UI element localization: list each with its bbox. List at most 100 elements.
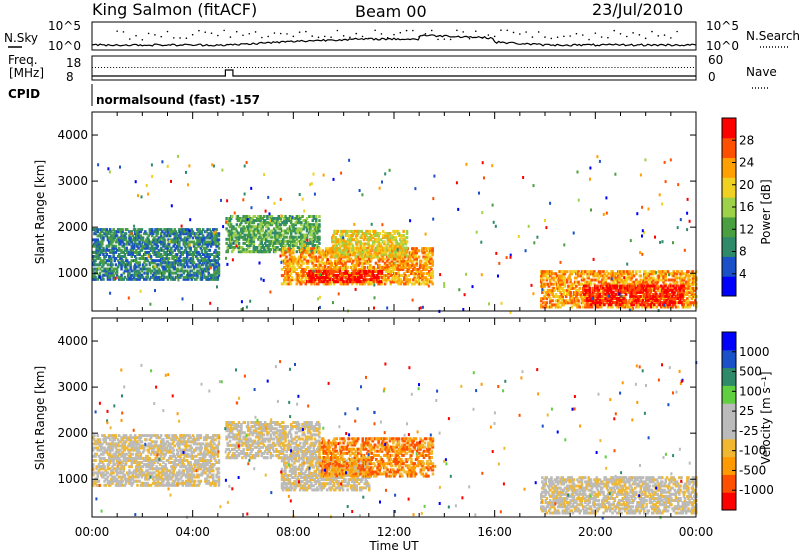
echo-cell (291, 276, 294, 279)
echo-cell (149, 228, 152, 231)
echo-cell (340, 255, 343, 258)
echo-cell (166, 270, 169, 273)
nave-dot (219, 67, 220, 68)
echo-cell (199, 259, 202, 262)
nave-dot (270, 67, 271, 68)
echo-cell (667, 270, 670, 273)
echo-cell (583, 285, 586, 288)
echo-cell (234, 234, 237, 237)
echo-cell (191, 241, 194, 244)
nave-dot (361, 67, 362, 68)
echo-cell (183, 276, 186, 279)
noise-search-dot (563, 36, 565, 38)
nave-dot (633, 67, 634, 68)
noise-search-dot (330, 36, 332, 38)
echo-cell (120, 274, 123, 277)
noise-search-dot (160, 36, 162, 38)
echo-cell (318, 247, 321, 250)
nave-dot (557, 67, 558, 68)
echo-cell (267, 227, 270, 230)
noise-search-dot (557, 36, 559, 38)
echo-cell (431, 247, 434, 250)
echo-cell (136, 251, 139, 254)
echo-cell (268, 240, 271, 243)
nave-dot (104, 67, 105, 68)
nave-dot (349, 67, 350, 68)
echo-cell (246, 215, 249, 218)
echo-cell (579, 306, 582, 309)
nave-dot (479, 67, 480, 68)
echo-cell (331, 262, 334, 265)
nave-dot (252, 67, 253, 68)
nave-dot (225, 67, 226, 68)
echo-cell (564, 270, 567, 273)
echo-cell (618, 277, 621, 280)
nave-dot (596, 67, 597, 68)
echo-cell (340, 251, 343, 254)
echo-cell (265, 230, 268, 233)
nave-dot (370, 67, 371, 68)
echo-cell (118, 261, 121, 264)
echo-cell (559, 306, 562, 309)
echo-cell (131, 278, 134, 281)
nave-dot (433, 67, 434, 68)
echo-cell (178, 249, 181, 252)
echo-cell (688, 279, 691, 282)
echo-cell (306, 217, 309, 220)
noise-search-dot (173, 37, 175, 39)
echo-cell (585, 289, 588, 292)
echo-cell (381, 276, 384, 279)
echo-cell (255, 234, 257, 237)
echo-cell (302, 262, 305, 265)
echo-cell (404, 236, 407, 239)
echo-cell (598, 277, 601, 280)
echo-cell (368, 270, 371, 273)
nave-dot (451, 67, 452, 68)
noise-search-dot (456, 30, 458, 32)
echo-cell (549, 279, 552, 282)
echo-cell (236, 223, 239, 226)
noise-search-dot (387, 37, 389, 39)
nave-dot (343, 67, 344, 68)
nave-dot (164, 67, 165, 68)
echo-cell (301, 240, 304, 243)
noise-trace (92, 29, 696, 46)
echo-cell (161, 230, 164, 233)
nave-dot (379, 67, 380, 68)
nave-dot (303, 67, 304, 68)
nave-dot (183, 67, 184, 68)
nave-dot (291, 67, 292, 68)
nave-dot (116, 67, 117, 68)
echo-cell (218, 247, 221, 250)
echo-cell (244, 242, 247, 245)
echo-cell (599, 281, 602, 284)
nave-dot (255, 67, 256, 68)
echo-cell (650, 277, 653, 280)
echo-cell (298, 236, 301, 239)
echo-cell (115, 263, 118, 266)
echo-cell (337, 230, 340, 233)
nave-dot (614, 67, 615, 68)
noise-search-dot (374, 29, 376, 31)
echo-cell (211, 253, 214, 256)
nave-dot (312, 67, 313, 68)
noise-tick-high-left: 10^5 (48, 19, 81, 33)
echo-cell (307, 260, 310, 263)
echo-cell (349, 251, 352, 254)
echo-cell (620, 279, 623, 282)
echo-cell (364, 247, 367, 250)
nave-dot (648, 67, 649, 68)
echo-cell (276, 232, 279, 235)
echo-cell (391, 258, 394, 261)
echo-cell (97, 238, 100, 241)
nave-dot (331, 67, 332, 68)
echo-cell (210, 230, 213, 233)
echo-cell (318, 236, 321, 239)
nsearch-label: N.Search (746, 29, 800, 43)
nave-dot (578, 67, 579, 68)
echo-cell (254, 215, 257, 218)
echo-cell (97, 263, 100, 266)
nave-dot (394, 67, 395, 68)
echo-cell (178, 241, 181, 244)
echo-cell (315, 215, 318, 218)
